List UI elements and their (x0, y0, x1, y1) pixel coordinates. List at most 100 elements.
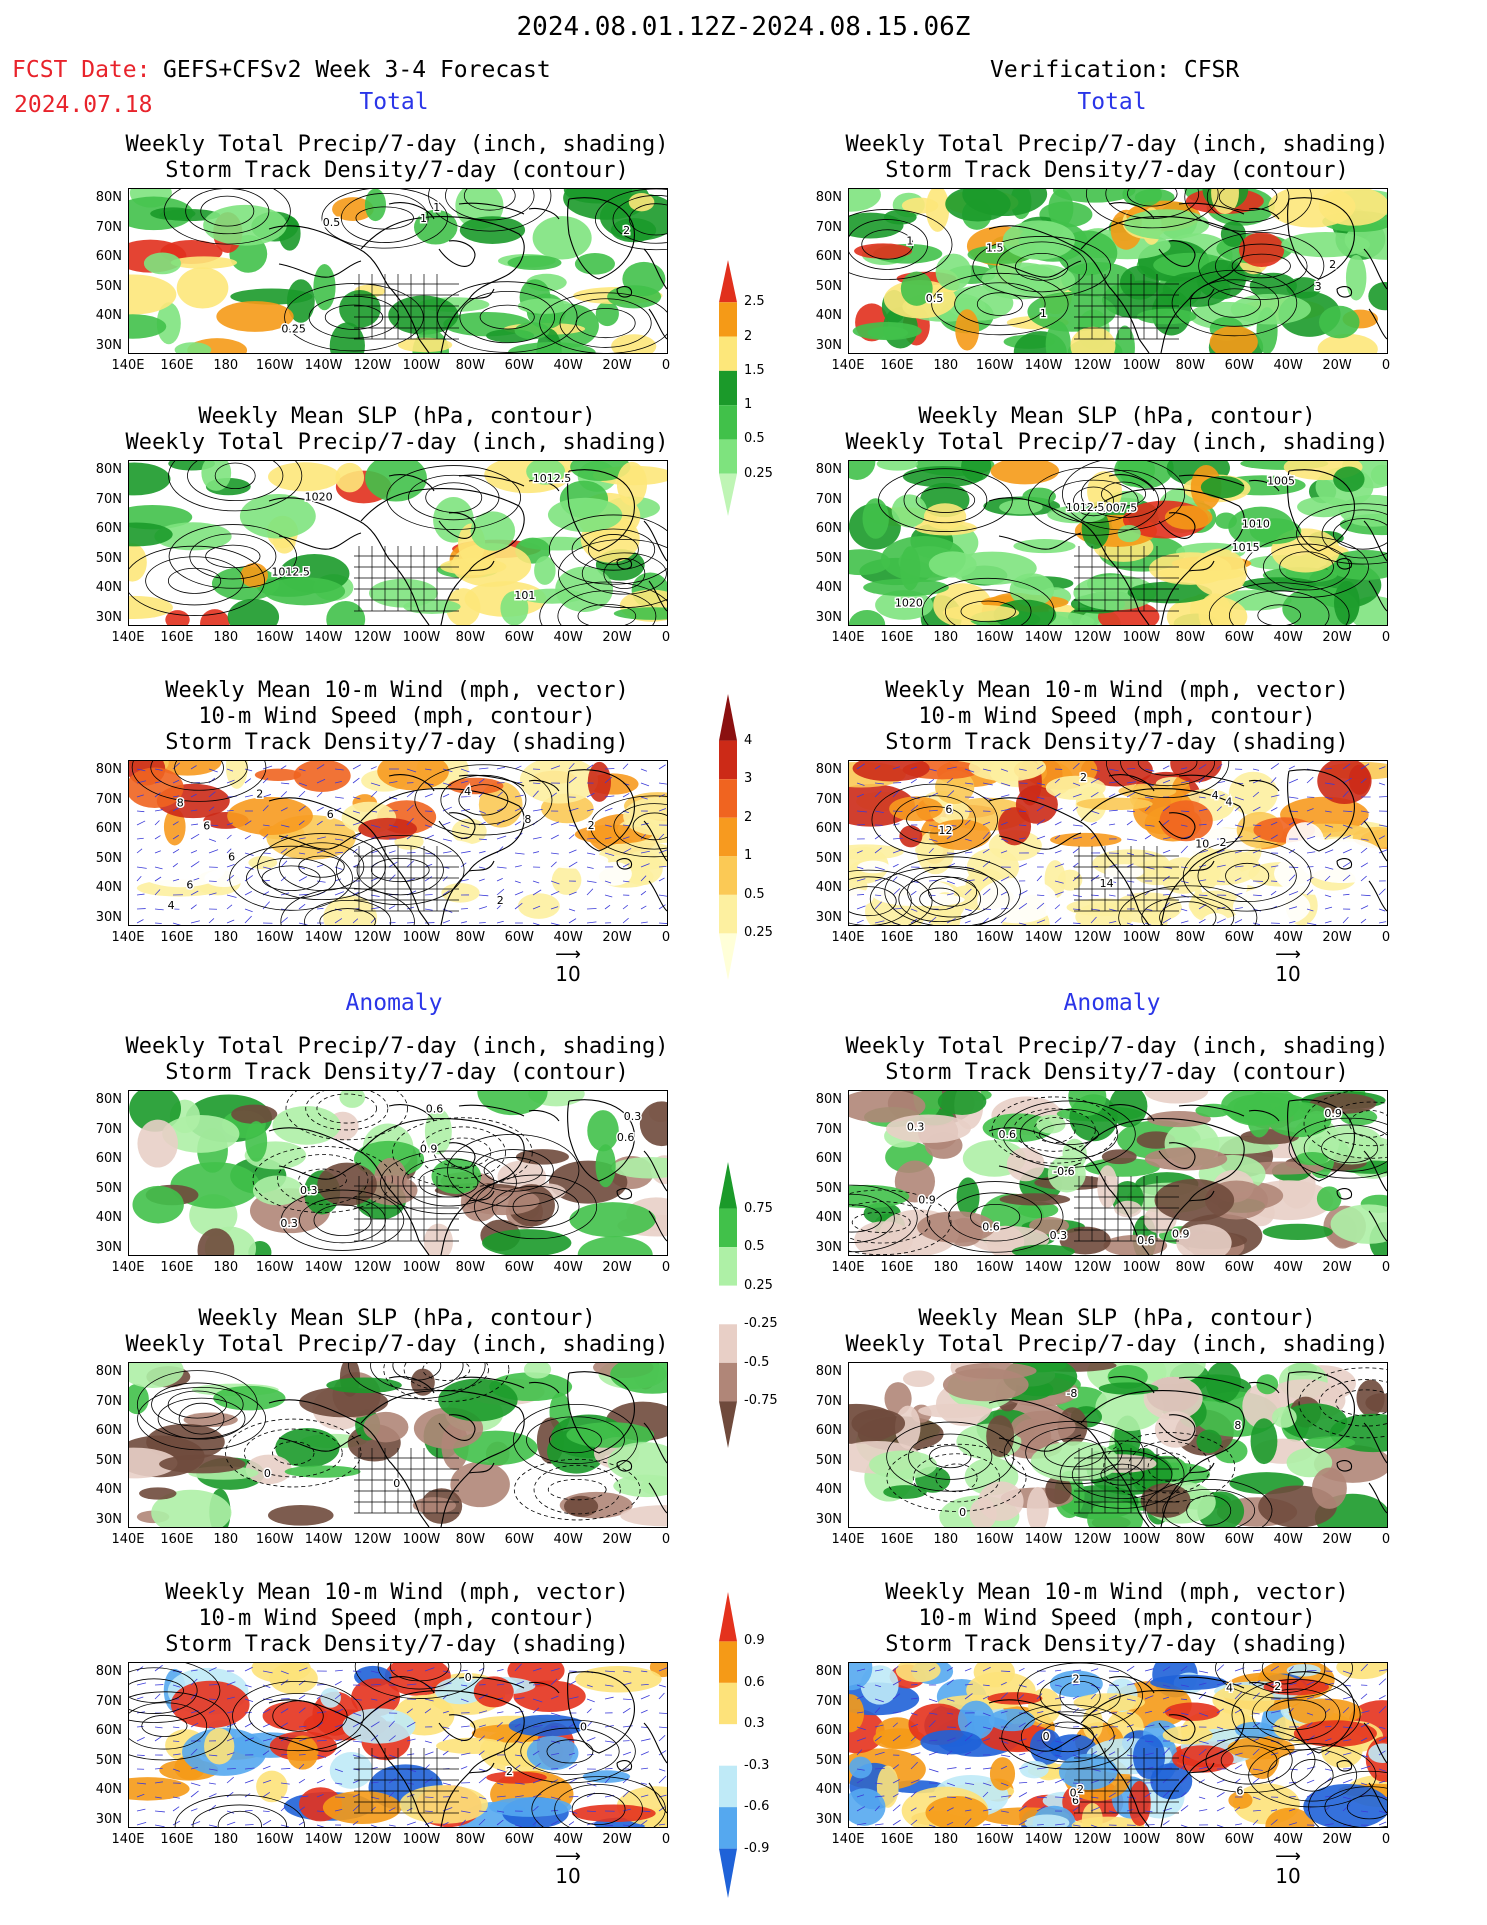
lon-label: 160E (160, 1832, 194, 1847)
lon-label: 60W (504, 630, 534, 645)
lon-label: 180 (213, 1832, 239, 1847)
shading-field (849, 189, 1387, 353)
vector-reference-value: 10 (555, 1864, 581, 1888)
lon-label: 120W (1073, 630, 1112, 645)
lon-label: 20W (1322, 1832, 1352, 1847)
lon-label: 60W (1224, 1532, 1254, 1547)
lon-label: 100W (402, 1260, 441, 1275)
lon-label: 0 (661, 1532, 671, 1547)
lat-label: 50N (815, 550, 842, 566)
lat-label: 70N (815, 791, 842, 807)
colorbar-swatch (719, 1682, 737, 1725)
contour-label: 0.6 (999, 1128, 1017, 1141)
lat-label: 80N (815, 1092, 842, 1107)
map-canvas: 1.5 0.5 1 1 32 (849, 189, 1387, 353)
lon-label: 40W (553, 1832, 583, 1847)
lon-label: 60W (1224, 358, 1254, 373)
lat-label: 60N (815, 1723, 842, 1738)
lon-label: 160E (880, 930, 914, 945)
panel-title-line: Weekly Total Precip/7-day (inch, shading… (845, 1332, 1389, 1357)
panel-title-r1l: Weekly Total Precip/7-day (inch, shading… (68, 132, 726, 184)
lon-label: 40W (1273, 1832, 1303, 1847)
contour-label: 6 (945, 803, 952, 816)
contour-label: 0.3 (624, 1110, 642, 1123)
contour-lines (131, 761, 667, 925)
lat-label: 80N (815, 190, 842, 205)
contour-label: 0.9 (420, 1143, 438, 1156)
lat-label: 50N (815, 278, 842, 294)
panel-title-line: Weekly Mean SLP (hPa, contour) (918, 404, 1316, 429)
map-canvas: 4 2 4 6 2 12 14 10 (849, 761, 1387, 925)
contour-label: 0.3 (1050, 1229, 1068, 1242)
fcst-date-value: 2024.07.18 (14, 92, 153, 118)
lat-label: 40N (815, 1782, 842, 1797)
lon-label: 40W (1273, 1260, 1303, 1275)
lat-label: 80N (815, 762, 842, 777)
contour-label: 0.9 (1172, 1227, 1190, 1240)
colorbar-label: 0.5 (744, 431, 765, 447)
contour-label: 0.5 (323, 216, 341, 229)
panel-title-r4l: Weekly Total Precip/7-day (inch, shading… (68, 1034, 726, 1086)
colorbar-swatch (719, 894, 737, 934)
contour-label: 4 (1225, 796, 1232, 809)
colorbar-swatch (719, 1765, 737, 1808)
contour-label: 1020 (305, 491, 333, 504)
lat-label: 30N (815, 337, 842, 353)
lon-label: 0 (1381, 358, 1391, 373)
map-canvas: 1012.5 1012.5 1020 101 (129, 461, 667, 625)
lat-label: 30N (95, 1811, 122, 1827)
lon-label: 40W (553, 930, 583, 945)
panel-title-line: Weekly Mean 10-m Wind (mph, vector) (165, 678, 629, 703)
lon-label: 160W (255, 1532, 294, 1547)
map-panel-r4l: 0.3 0.6 0.3 0.9 0.6 0.3 (128, 1090, 668, 1256)
contour-label: 6 (327, 808, 334, 821)
contour-label: 0 (1070, 1787, 1077, 1800)
lat-label: 80N (95, 462, 122, 477)
contour-label: 0 (959, 1506, 966, 1519)
lon-label: 160W (255, 358, 294, 373)
panel-title-line: Weekly Mean 10-m Wind (mph, vector) (885, 678, 1349, 703)
lon-label: 100W (402, 1832, 441, 1847)
contour-label: -8 (1066, 1387, 1077, 1400)
lon-label: 160E (160, 358, 194, 373)
lat-label: 50N (95, 278, 122, 294)
vector-reference-arrow-icon: ⟶ (555, 1846, 581, 1867)
colorbar-label: 0.25 (744, 465, 773, 481)
lon-label: 20W (602, 930, 632, 945)
lon-label: 20W (602, 630, 632, 645)
colorbar-swatch (719, 1208, 737, 1248)
colorbar-label: 2 (744, 809, 753, 825)
contour-label: 2 (588, 819, 595, 832)
lon-label: 80W (455, 358, 486, 373)
lon-label: 120W (353, 1260, 392, 1275)
lat-label: 50N (815, 1180, 842, 1196)
lat-label: 60N (95, 1723, 122, 1738)
lat-label: 80N (95, 190, 122, 205)
lat-label: 40N (95, 1482, 122, 1497)
contour-label: 0.3 (280, 1217, 298, 1230)
contour-lines (849, 1091, 1387, 1255)
state-grid (354, 274, 459, 340)
state-grid (354, 1448, 459, 1514)
colorbar-label: 0.9 (744, 1633, 765, 1649)
state-grid (1074, 1176, 1179, 1242)
contour-label: 0.6 (982, 1221, 1000, 1234)
contour-label: 4 (168, 899, 175, 912)
panel-title-line: Storm Track Density/7-day (contour) (165, 1060, 629, 1085)
contour-label: 6 (228, 851, 235, 864)
lon-label: 140W (304, 630, 343, 645)
colorbar-swatch (719, 1724, 737, 1766)
map-panel-r6l: 2 0 0 (128, 1662, 668, 1828)
lon-label: 60W (504, 1832, 534, 1847)
lat-label: 50N (95, 850, 122, 866)
colorbar-swatch (719, 1848, 737, 1898)
colorbar-swatch (719, 260, 737, 303)
lon-label: 20W (1322, 1260, 1352, 1275)
colorbar-label: 2 (744, 328, 753, 344)
lon-label: 160W (255, 1832, 294, 1847)
lon-label: 120W (353, 630, 392, 645)
colorbar-swatch (719, 1247, 737, 1286)
lat-label: 60N (95, 249, 122, 264)
vector-reference-value: 10 (1275, 962, 1301, 986)
